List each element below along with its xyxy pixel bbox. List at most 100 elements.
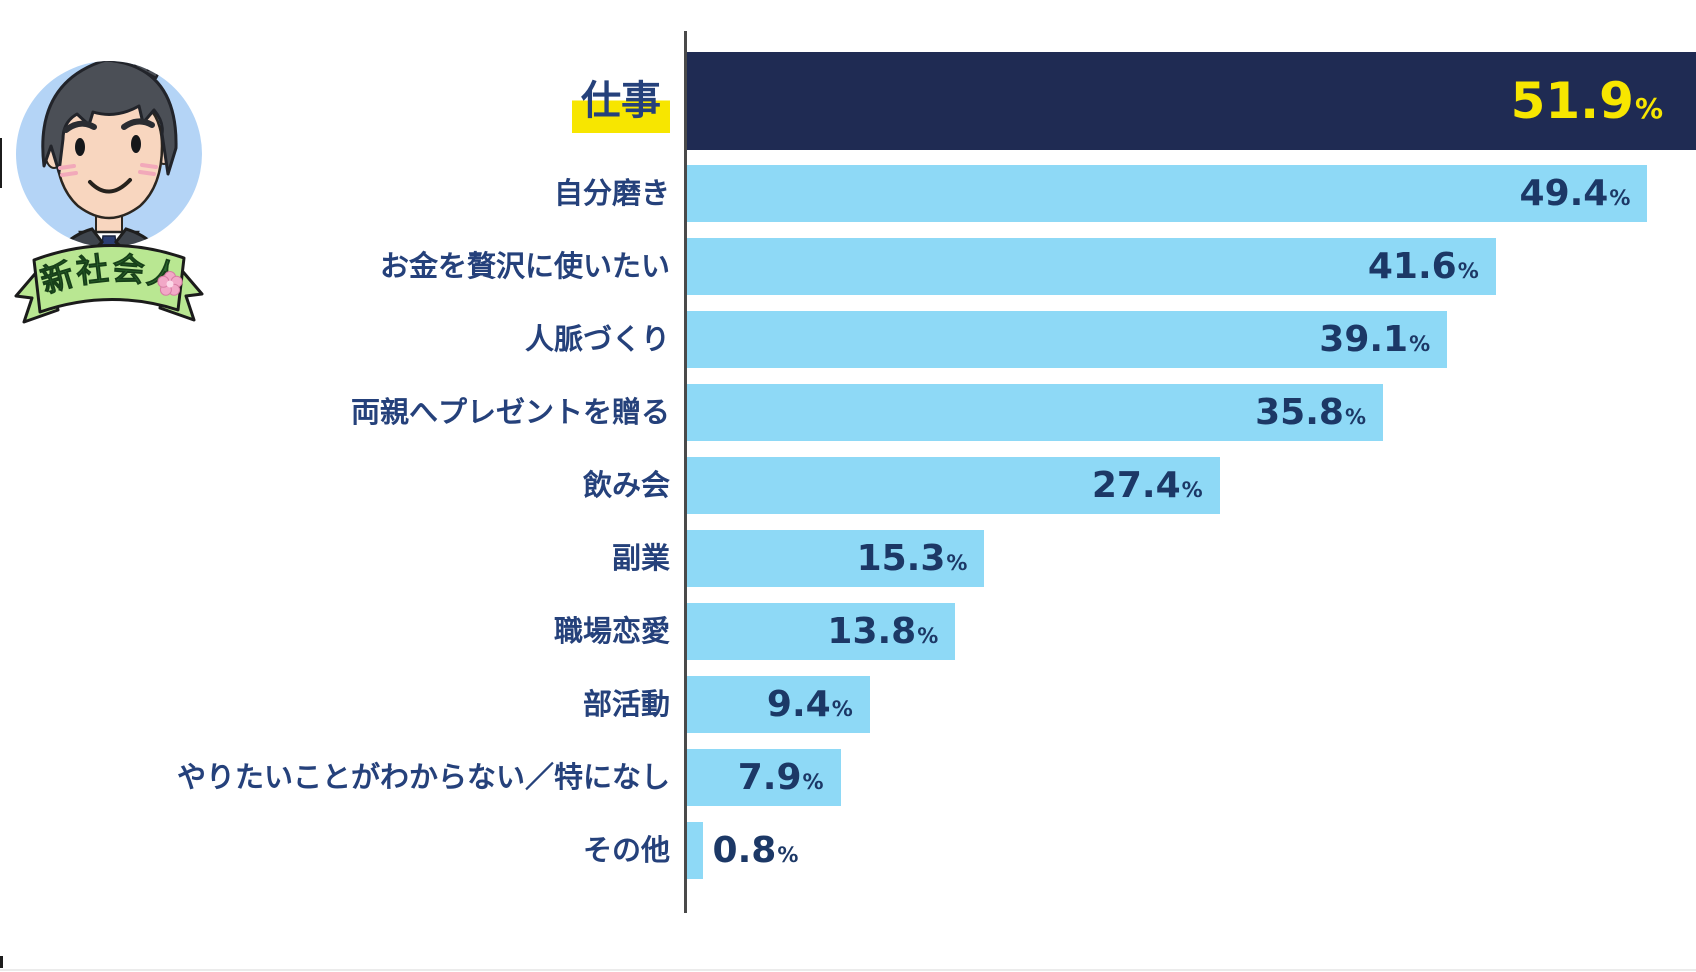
- chart-row: 部活動 9.4%: [0, 676, 1696, 733]
- chart-row: 職場恋愛 13.8%: [0, 603, 1696, 660]
- bar: 51.9%: [687, 52, 1696, 150]
- bar: 0.8%: [687, 822, 798, 879]
- chart-row: やりたいことがわからない／特になし 7.9%: [0, 749, 1696, 806]
- category-label-text: その他: [582, 832, 670, 867]
- bar: 9.4%: [687, 676, 870, 733]
- bar-track: 7.9%: [687, 749, 1696, 806]
- bar: 39.1%: [687, 311, 1448, 368]
- category-label: その他: [0, 822, 670, 879]
- bar-track: 51.9%: [687, 52, 1696, 150]
- screen-edge-artifact: [0, 956, 3, 968]
- category-label-text: 人脈づくり: [524, 321, 670, 356]
- category-label: 人脈づくり: [0, 311, 670, 368]
- value-label: 9.4%: [766, 683, 853, 725]
- value-label: 0.8%: [712, 829, 799, 871]
- value-label: 49.4%: [1519, 172, 1631, 214]
- value-label: 27.4%: [1091, 464, 1203, 506]
- value-label: 15.3%: [856, 537, 968, 579]
- chart-row: その他 0.8%: [0, 822, 1696, 879]
- value-unit: %: [1344, 404, 1366, 429]
- sakura-flower-icon: [157, 271, 183, 296]
- tie: [98, 235, 120, 247]
- category-label: 飲み会: [0, 457, 670, 514]
- bar: 49.4%: [687, 165, 1648, 222]
- category-label-text: 両親へプレゼントを贈る: [350, 394, 670, 429]
- screen-edge-artifact: [0, 138, 2, 188]
- chart-row: 自分磨き 49.4%: [0, 165, 1696, 222]
- avatar-person: [25, 61, 193, 247]
- category-label-text: 職場恋愛: [553, 613, 670, 648]
- value-unit: %: [946, 550, 968, 575]
- chart-row: 両親へプレゼントを贈る 35.8%: [0, 384, 1696, 441]
- value-number: 9.4: [766, 683, 831, 725]
- category-label-text: 飲み会: [582, 467, 670, 502]
- value-label: 39.1%: [1319, 318, 1431, 360]
- value-number: 7.9: [737, 756, 802, 798]
- chart-row: お金を贅沢に使いたい 41.6%: [0, 238, 1696, 295]
- value-label: 7.9%: [737, 756, 824, 798]
- bar-track: 39.1%: [687, 311, 1696, 368]
- category-label-text: 部活動: [582, 686, 670, 721]
- value-number: 27.4: [1091, 464, 1181, 506]
- bar: 13.8%: [687, 603, 956, 660]
- bar: 35.8%: [687, 384, 1383, 441]
- value-number: 51.9: [1510, 72, 1634, 130]
- value-number: 39.1: [1319, 318, 1409, 360]
- avatar-illustration: 新社会人: [14, 61, 204, 324]
- bar-track: 41.6%: [687, 238, 1696, 295]
- category-label-text: 副業: [611, 540, 670, 575]
- bar-track: 0.8%: [687, 822, 1696, 879]
- value-unit: %: [1181, 477, 1203, 502]
- category-label: 副業: [0, 530, 670, 587]
- eye-right: [131, 135, 141, 153]
- chart-row: 飲み会 27.4%: [0, 457, 1696, 514]
- category-label: お金を贅沢に使いたい: [0, 238, 670, 295]
- value-label: 35.8%: [1255, 391, 1366, 433]
- bar: 15.3%: [687, 530, 985, 587]
- category-label-text: 仕事: [572, 79, 670, 133]
- value-unit: %: [917, 623, 939, 648]
- ribbon-badge: 新社会人: [14, 244, 204, 324]
- smile: [88, 178, 132, 194]
- value-label: 13.8%: [827, 610, 939, 652]
- category-label: 仕事: [0, 52, 670, 150]
- category-label-text: やりたいことがわからない／特になし: [176, 759, 670, 794]
- value-label: 51.9%: [1511, 76, 1663, 126]
- bar-track: 49.4%: [687, 165, 1696, 222]
- value-unit: %: [802, 769, 824, 794]
- bar-track: 9.4%: [687, 676, 1696, 733]
- value-unit: %: [1609, 185, 1631, 210]
- bar-track: 35.8%: [687, 384, 1696, 441]
- category-label-text: 自分磨き: [553, 175, 670, 210]
- value-number: 41.6: [1367, 245, 1457, 287]
- bar: 41.6%: [687, 238, 1496, 295]
- category-label: やりたいことがわからない／特になし: [0, 749, 670, 806]
- bar-track: 27.4%: [687, 457, 1696, 514]
- category-label: 両親へプレゼントを贈る: [0, 384, 670, 441]
- value-unit: %: [1409, 331, 1431, 356]
- hair: [41, 61, 178, 176]
- bar: 7.9%: [687, 749, 841, 806]
- bar-track: 13.8%: [687, 603, 1696, 660]
- value-unit: %: [777, 842, 799, 867]
- category-label: 部活動: [0, 676, 670, 733]
- bar-track: 15.3%: [687, 530, 1696, 587]
- value-unit: %: [1634, 92, 1663, 125]
- value-number: 0.8: [712, 829, 777, 871]
- bar: 27.4%: [687, 457, 1220, 514]
- eye-left: [75, 138, 85, 156]
- chart-row: 副業 15.3%: [0, 530, 1696, 587]
- category-label: 職場恋愛: [0, 603, 670, 660]
- value-number: 35.8: [1255, 391, 1344, 433]
- value-number: 13.8: [827, 610, 917, 652]
- value-unit: %: [1457, 258, 1479, 283]
- bottom-hairline: [0, 969, 1696, 971]
- y-axis-line: [684, 31, 687, 913]
- value-number: 49.4: [1519, 172, 1609, 214]
- chart-row: 仕事 51.9%: [0, 52, 1696, 150]
- value-unit: %: [831, 696, 853, 721]
- value-label: 41.6%: [1367, 245, 1479, 287]
- category-label: 自分磨き: [0, 165, 670, 222]
- value-number: 15.3: [856, 537, 946, 579]
